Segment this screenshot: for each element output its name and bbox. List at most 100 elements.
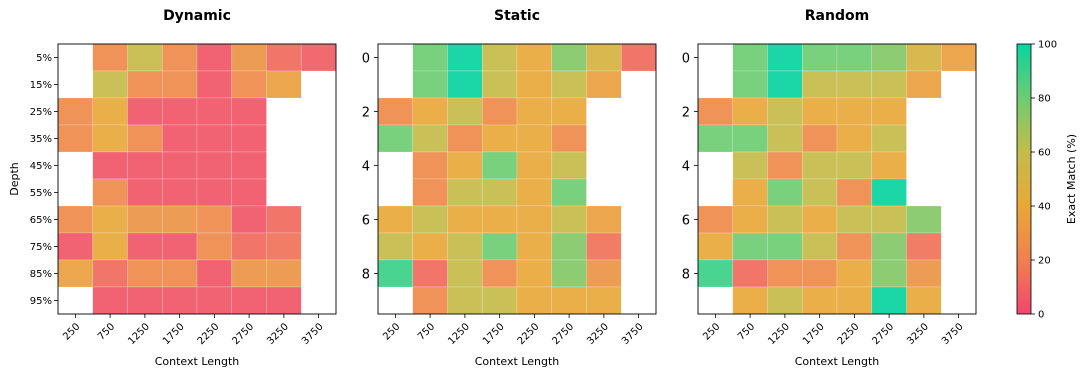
heatmap-cell-2-0-1	[732, 43, 768, 72]
heatmap-cell-2-8-5	[871, 259, 907, 288]
heatmap-cell-2-5-3	[801, 178, 838, 207]
heatmap-cell-1-5-1	[412, 178, 448, 207]
heatmap-cell-1-7-5	[551, 232, 587, 261]
heatmap-cell-0-0-2	[127, 43, 163, 72]
panel-title-1: Static	[494, 8, 540, 24]
heatmap-cell-2-8-0	[697, 259, 734, 288]
heatmap-cell-1-9-1	[412, 286, 448, 315]
heatmap-cell-2-8-1	[732, 259, 768, 288]
heatmap-cell-2-4-4	[836, 151, 873, 180]
heatmap-cell-0-1-4	[196, 70, 233, 99]
y-tick-label-2-1: 2	[682, 106, 690, 121]
plot-frame-1	[377, 43, 657, 315]
heatmap-cell-0-6-0	[57, 205, 94, 234]
heatmap-cell-2-5-5	[871, 178, 907, 207]
x-axis-label-2: Context Length	[795, 355, 880, 368]
y-tick-label-2-4: 8	[682, 268, 690, 283]
x-tick-label-0-7: 3750	[300, 321, 326, 347]
heatmap-cell-2-3-5	[871, 124, 907, 153]
heatmap-cell-1-4-3	[481, 151, 518, 180]
heatmap-cell-1-7-3	[481, 232, 518, 261]
heatmap-cell-2-0-5	[871, 43, 907, 72]
x-tick-label-2-7: 3750	[940, 321, 966, 347]
heatmap-cell-2-6-4	[836, 205, 873, 234]
x-tick-label-1-7: 3750	[620, 321, 646, 347]
heatmap-cell-0-1-6	[266, 70, 302, 99]
y-tick-label-1-3: 6	[362, 214, 370, 229]
heatmap-cell-1-9-5	[551, 286, 587, 315]
heatmap-cell-1-4-1	[412, 151, 448, 180]
heatmap-cell-1-9-6	[586, 286, 622, 315]
heatmap-cell-2-7-2	[767, 232, 803, 261]
heatmap-cell-0-7-2	[127, 232, 163, 261]
y-tick-label-1-4: 8	[362, 268, 370, 283]
y-tick-label-1-2: 4	[362, 160, 370, 175]
heatmap-cell-1-8-2	[447, 259, 483, 288]
heatmap-cell-2-3-3	[801, 124, 838, 153]
heatmap-cell-1-7-1	[412, 232, 448, 261]
heatmap-cell-0-5-2	[127, 178, 163, 207]
heatmap-cell-2-7-4	[836, 232, 873, 261]
x-tick-label-1-3: 1750	[481, 321, 507, 347]
heatmap-cell-0-4-1	[92, 151, 128, 180]
heatmap-cell-2-6-1	[732, 205, 768, 234]
heatmap-cell-2-0-2	[767, 43, 803, 72]
x-tick-label-0-5: 2750	[230, 321, 256, 347]
heatmap-cell-0-4-4	[196, 151, 233, 180]
heatmap-cell-2-4-1	[732, 151, 768, 180]
heatmap-cell-1-3-5	[551, 124, 587, 153]
heatmap-cell-0-3-5	[231, 124, 267, 153]
heatmap-cell-0-8-3	[161, 259, 198, 288]
x-axis-label-1: Context Length	[475, 355, 560, 368]
x-tick-label-2-1: 750	[736, 321, 757, 342]
x-tick-label-0-6: 3250	[265, 321, 291, 347]
y-tick-label-0-4: 45%	[30, 161, 52, 172]
heatmap-cell-0-5-3	[161, 178, 198, 207]
heatmap-cell-0-7-6	[266, 232, 302, 261]
heatmap-cell-2-1-1	[732, 70, 768, 99]
plot-frame-2	[697, 43, 977, 315]
heatmap-cell-2-9-2	[767, 286, 803, 315]
heatmap-cell-0-9-2	[127, 286, 163, 315]
heatmap-cell-2-7-5	[871, 232, 907, 261]
panel-title-2: Random	[805, 8, 869, 24]
heatmap-cell-0-5-4	[196, 178, 233, 207]
heatmap-cell-0-8-0	[57, 259, 94, 288]
x-tick-label-1-6: 3250	[585, 321, 611, 347]
heatmap-cell-1-6-1	[412, 205, 448, 234]
heatmap-cell-2-2-3	[801, 97, 838, 126]
heatmap-cell-0-9-6	[266, 286, 302, 315]
y-axis-label-0: Depth	[8, 162, 21, 196]
y-tick-label-1-0: 0	[362, 52, 370, 67]
heatmap-cell-1-4-2	[447, 151, 483, 180]
heatmap-cell-0-3-1	[92, 124, 128, 153]
heatmap-cell-0-1-5	[231, 70, 267, 99]
x-tick-label-2-0: 250	[701, 321, 722, 342]
heatmap-cell-2-6-6	[906, 205, 942, 234]
heatmap-cell-0-2-5	[231, 97, 267, 126]
heatmap-cell-2-1-3	[801, 70, 838, 99]
heatmap-cell-1-6-3	[481, 205, 518, 234]
heatmap-cell-2-8-2	[767, 259, 803, 288]
heatmap-cell-2-5-2	[767, 178, 803, 207]
heatmap-cell-0-3-0	[57, 124, 94, 153]
heatmap-cell-1-4-4	[516, 151, 553, 180]
y-tick-label-0-9: 95%	[30, 296, 52, 307]
y-tick-label-0-0: 5%	[36, 53, 52, 64]
y-tick-label-0-6: 65%	[30, 215, 52, 226]
heatmap-cell-1-8-1	[412, 259, 448, 288]
plot-frame-0	[57, 43, 337, 315]
y-tick-label-0-8: 85%	[30, 269, 52, 280]
heatmap-cell-2-9-3	[801, 286, 838, 315]
heatmap-cell-2-7-1	[732, 232, 768, 261]
x-tick-label-1-4: 2250	[516, 321, 542, 347]
heatmap-cell-1-1-5	[551, 70, 587, 99]
heatmap-cell-1-2-5	[551, 97, 587, 126]
heatmap-cell-0-9-3	[161, 286, 198, 315]
heatmap-cell-0-4-5	[231, 151, 267, 180]
heatmap-cell-1-1-6	[586, 70, 622, 99]
heatmap-cell-0-2-1	[92, 97, 128, 126]
heatmap-cell-1-0-1	[412, 43, 448, 72]
y-tick-label-2-2: 4	[682, 160, 690, 175]
heatmap-cell-0-8-5	[231, 259, 267, 288]
